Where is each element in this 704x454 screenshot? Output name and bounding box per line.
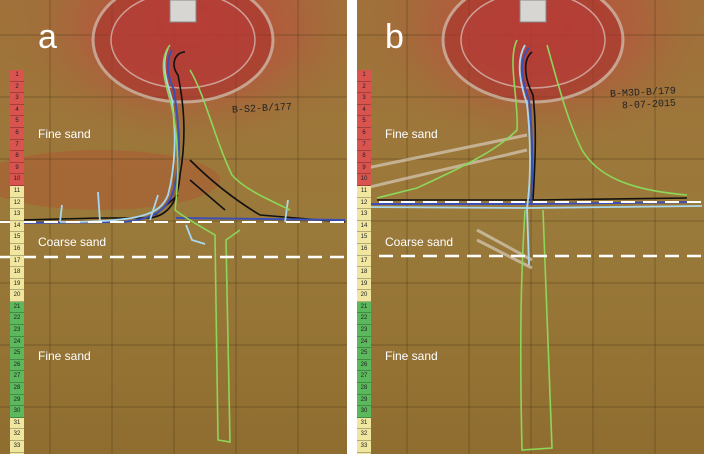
ruler-tick: 18 [10, 267, 24, 279]
ruler-tick: 11 [357, 185, 371, 198]
ruler-tick: 4 [357, 104, 371, 117]
fracture-light-blue [59, 47, 289, 245]
ruler-tick: 22 [357, 313, 371, 326]
ruler-tick: 7 [357, 139, 371, 152]
ruler-tick: 9 [357, 162, 371, 175]
ruler-tick: 23 [10, 325, 24, 337]
ruler-tick: 6 [357, 127, 371, 140]
ruler-tick: 7 [10, 139, 24, 152]
layer-label-top: Fine sand [385, 127, 438, 141]
ruler-tick: 8 [10, 151, 24, 163]
ruler-tick: 32 [357, 429, 371, 441]
ruler-tick: 6 [10, 127, 24, 140]
ruler-tick: 24 [357, 336, 371, 349]
ruler-tick: 8 [357, 151, 371, 163]
ruler-tick: 34 [10, 452, 24, 454]
fracture-green [376, 39, 688, 451]
ruler-tick: 12 [357, 197, 371, 210]
sampling-tubes [357, 133, 533, 270]
ruler-tick: 3 [357, 93, 371, 105]
ruler-tick: 33 [357, 441, 371, 453]
ruler-tick: 31 [357, 417, 371, 430]
ruler-tick: 13 [10, 209, 24, 221]
layer-label-bottom: Fine sand [38, 349, 91, 363]
ruler-tick: 26 [357, 359, 371, 372]
ruler-tick: 15 [10, 232, 24, 244]
fracture-light-blue [357, 44, 703, 266]
ruler-tick: 16 [357, 243, 371, 256]
ruler-tick: 3 [10, 93, 24, 105]
injection-nozzle [169, 0, 197, 23]
layer-label-bottom: Fine sand [385, 349, 438, 363]
ruler-tick: 19 [10, 278, 24, 291]
ruler-tick: 32 [10, 429, 24, 441]
panel-b-photo [357, 0, 704, 454]
ruler-tick: 27 [10, 371, 24, 384]
ruler-tick: 25 [357, 348, 371, 360]
ruler-tick: 5 [357, 116, 371, 128]
panel-letter: b [385, 18, 404, 56]
ruler-tick: 21 [357, 301, 371, 314]
ruler-tick: 2 [357, 81, 371, 94]
ruler-tick: 20 [357, 290, 371, 302]
layer-label-top: Fine sand [38, 127, 91, 141]
ruler-tick: 34 [357, 452, 371, 454]
ruler-tick: 30 [357, 406, 371, 418]
ruler-tick: 12 [10, 197, 24, 210]
ruler-tick: 29 [10, 394, 24, 407]
ruler-tick: 28 [357, 383, 371, 395]
ruler-tick: 19 [357, 278, 371, 291]
chamber-inner-ring [460, 0, 606, 89]
ruler-tick: 1 [357, 70, 371, 82]
ruler-tick: 10 [357, 174, 371, 186]
ruler-tick: 15 [357, 232, 371, 244]
panel-b: 1 2 3 4 5 6 7 8 9 10 11 12 13 14 15 16 17 18 19 20 21 22 23 24 2… [357, 0, 704, 454]
ruler-tick: 24 [10, 336, 24, 349]
injection-nozzle [519, 0, 547, 23]
ruler-tick: 30 [10, 406, 24, 418]
ruler-tick: 9 [10, 162, 24, 175]
ruler-tick: 31 [10, 417, 24, 430]
ruler-tick: 23 [357, 325, 371, 337]
panel-a-photo [0, 0, 347, 454]
ruler-tick: 25 [10, 348, 24, 360]
red-haze [0, 150, 220, 210]
ruler-tick: 2 [10, 81, 24, 94]
ruler-tick: 17 [10, 255, 24, 268]
ruler-tick: 22 [10, 313, 24, 326]
ruler-tick: 18 [357, 267, 371, 279]
ruler-tick: 17 [357, 255, 371, 268]
chamber-inner-ring [110, 0, 256, 89]
ruler-tick: 21 [10, 301, 24, 314]
ruler-tick: 10 [10, 174, 24, 186]
fracture-black [19, 51, 346, 223]
ruler-tick: 13 [357, 209, 371, 221]
fracture-green [162, 44, 291, 443]
ruler-tick: 27 [357, 371, 371, 384]
ruler-tick: 1 [10, 70, 24, 82]
ruler-tick: 5 [10, 116, 24, 128]
panel-letter: a [38, 18, 57, 56]
ruler-tick: 26 [10, 359, 24, 372]
ruler-tick: 28 [10, 383, 24, 395]
ruler-tick: 11 [10, 185, 24, 198]
depth-ruler: 1 2 3 4 5 6 7 8 9 10 11 12 13 14 15 16 17 18 19 20 21 22 23 24 2… [357, 70, 371, 454]
ruler-tick: 33 [10, 441, 24, 453]
panel-a: 1 2 3 4 5 6 7 8 9 10 11 12 13 14 15 16 17 18 19 20 21 22 23 24 2… [0, 0, 347, 454]
ruler-tick: 16 [10, 243, 24, 256]
layer-label-middle: Coarse sand [385, 235, 454, 249]
ruler-tick: 20 [10, 290, 24, 302]
depth-ruler: 1 2 3 4 5 6 7 8 9 10 11 12 13 14 15 16 17 18 19 20 21 22 23 24 2… [10, 70, 24, 454]
fracture-blue [9, 49, 346, 224]
layer-label-middle: Coarse sand [38, 235, 107, 249]
fracture-black [377, 51, 688, 201]
ruler-tick: 4 [10, 104, 24, 117]
ruler-tick: 29 [357, 394, 371, 407]
ruler-tick: 14 [10, 220, 24, 233]
ruler-tick: 14 [357, 220, 371, 233]
